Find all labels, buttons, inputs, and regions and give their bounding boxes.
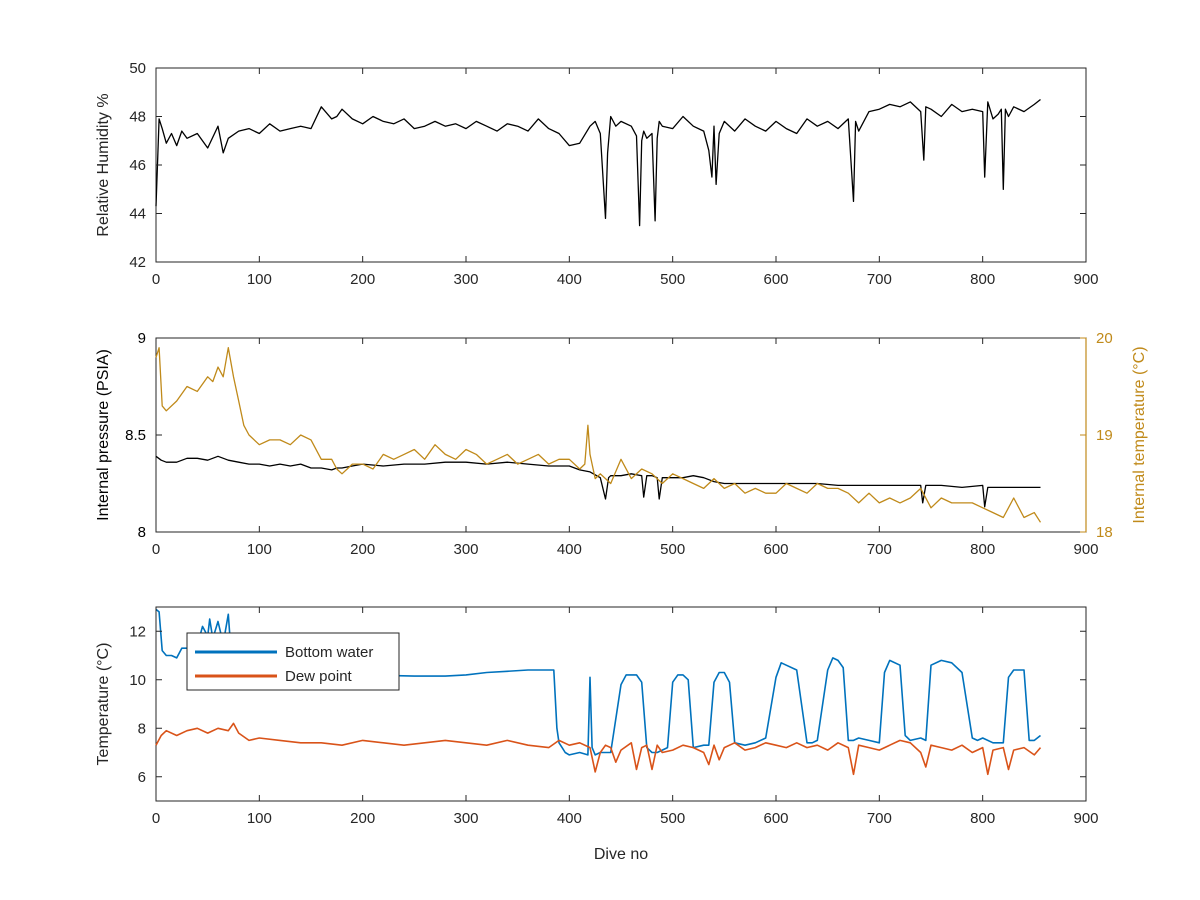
pressure-y-axis-label: Internal pressure (PSIA)	[95, 349, 112, 521]
humidity-x-tick-label: 800	[970, 271, 995, 288]
temperature-y-tick-label: 12	[129, 623, 146, 640]
humidity-x-tick-label: 900	[1073, 271, 1098, 288]
pressure-left-series-line	[155, 455, 1041, 508]
temperature-x-tick-label: 600	[763, 810, 788, 827]
humidity-x-tick-label: 0	[152, 271, 160, 288]
legend-box	[186, 632, 400, 691]
temperature-y-tick-label: 10	[129, 672, 146, 689]
humidity-x-tick-label: 500	[660, 271, 685, 288]
pressure-x-tick-label: 800	[970, 541, 995, 558]
pressure-x-tick-label: 100	[247, 541, 272, 558]
humidity-y-axis-label: Relative Humidity %	[95, 93, 112, 236]
pressure-x-tick-label: 0	[152, 541, 160, 558]
temperature-x-tick-label: 0	[152, 810, 160, 827]
temperature-x-tick-label: 100	[247, 810, 272, 827]
humidity-x-tick-label: 100	[247, 271, 272, 288]
pressure-right-series-line	[155, 347, 1042, 523]
humidity-axes-frame	[155, 67, 1087, 263]
legend-label-bottom-water: Bottom water	[285, 644, 373, 661]
humidity-x-tick-label: 200	[350, 271, 375, 288]
temperature-y-tick-label: 8	[138, 720, 146, 737]
legend-label-dew-point: Dew point	[285, 668, 353, 685]
temperature-x-tick-label: 200	[350, 810, 375, 827]
pressure-x-tick-label: 500	[660, 541, 685, 558]
pressure-y-tick-label: 8.5	[125, 427, 146, 444]
pressure-x-tick-label: 200	[350, 541, 375, 558]
pressure-temperature-panel: 0 100 200 300 400 500 600 700 800 90088.59181920 …	[95, 330, 1148, 558]
humidity-x-tick-label: 300	[453, 271, 478, 288]
humidity-x-tick-label: 700	[867, 271, 892, 288]
temperature-x-tick-label: 300	[453, 810, 478, 827]
pressure-y2-tick-label: 19	[1096, 427, 1113, 444]
temperature-axes-frame	[155, 606, 1087, 802]
dew-point-series-line	[155, 722, 1042, 776]
temperature-x-tick-label: 900	[1073, 810, 1098, 827]
internal-temperature-y-axis-label: Internal temperature (°C)	[1131, 346, 1148, 523]
pressure-x-tick-label: 900	[1073, 541, 1098, 558]
temperature-panel: 0 100 200 300 400 500 600 700 800 900 6 8 10 12 Tempe…	[95, 606, 1099, 863]
humidity-y-tick-label: 50	[129, 60, 146, 77]
humidity-main-series-line	[155, 98, 1041, 227]
dive-no-x-axis-label: Dive no	[594, 846, 648, 863]
temperature-x-tick-label: 400	[557, 810, 582, 827]
humidity-x-tick-label: 600	[763, 271, 788, 288]
humidity-y-tick-label: 44	[129, 206, 146, 223]
pressure-x-tick-label: 400	[557, 541, 582, 558]
pressure-x-tick-label: 700	[867, 541, 892, 558]
pressure-y-tick-label: 9	[138, 330, 146, 347]
temperature-x-tick-label: 800	[970, 810, 995, 827]
temperature-y-tick-label: 6	[138, 769, 146, 786]
temperature-x-tick-label: 700	[867, 810, 892, 827]
pressure-y-tick-label: 8	[138, 524, 146, 541]
humidity-y-tick-label: 42	[129, 254, 146, 271]
temperature-y-axis-label: Temperature (°C)	[95, 643, 112, 766]
pressure-y2-tick-label: 20	[1096, 330, 1113, 347]
pressure-y2-tick-label: 18	[1096, 524, 1113, 541]
pressure-x-tick-label: 300	[453, 541, 478, 558]
temperature-x-tick-label: 500	[660, 810, 685, 827]
humidity-panel: 0 100 200 300 400 500 600 700 800 900 42 44 46 48 50 R…	[95, 60, 1099, 288]
humidity-y-tick-label: 46	[129, 157, 146, 174]
pressure-axes-frame	[155, 337, 1087, 533]
pressure-x-tick-label: 600	[763, 541, 788, 558]
humidity-x-tick-label: 400	[557, 271, 582, 288]
humidity-y-tick-label: 48	[129, 109, 146, 126]
legend: Bottom water Dew point	[186, 632, 400, 691]
